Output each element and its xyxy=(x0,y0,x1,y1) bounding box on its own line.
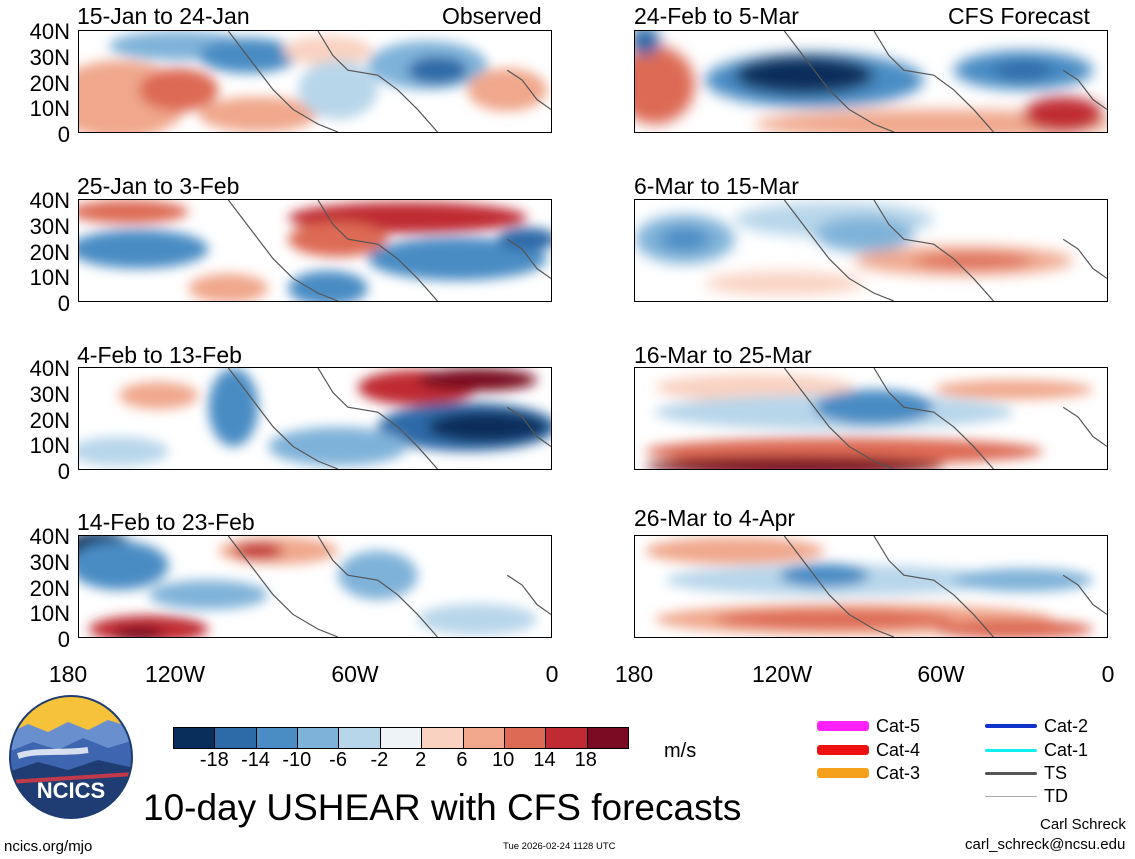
legend-label-cat-5: Cat-5 xyxy=(876,716,921,736)
colorbar-tick-label: -10 xyxy=(282,749,312,771)
y-axis-label: 10N xyxy=(29,265,70,291)
map-panel-1 xyxy=(78,30,552,133)
main-title: 10-day USHEAR with CFS forecasts xyxy=(143,787,742,828)
map-panel-7 xyxy=(78,535,552,638)
colorbar-tick-label: 10 xyxy=(492,749,515,771)
colorbar-swatch xyxy=(503,728,546,748)
y-axis-label: 0 xyxy=(57,627,70,652)
x-axis-label-120w-left: 120W xyxy=(144,661,206,687)
panel-3-title: 25-Jan to 3-Feb xyxy=(77,173,240,199)
legend-label-cat-4: Cat-4 xyxy=(876,740,921,760)
y-axis-label: 20N xyxy=(29,575,70,601)
panel-8-title: 26-Mar to 4-Apr xyxy=(634,505,796,531)
colorbar-swatch xyxy=(421,728,463,748)
logo-text: NCICS xyxy=(37,778,105,803)
footer-author: Carl Schreck xyxy=(1040,816,1126,833)
footer-url[interactable]: ncics.org/mjo xyxy=(4,838,93,855)
colorbar-swatch xyxy=(545,728,587,748)
y-axis-label: 10N xyxy=(29,433,70,459)
colorbar-tick-label: 14 xyxy=(533,749,556,771)
colorbar-swatch xyxy=(214,728,256,748)
legend-label-cat-1: Cat-1 xyxy=(1044,740,1089,760)
map-panel-4 xyxy=(634,199,1108,302)
panel-2-title: 24-Feb to 5-Mar xyxy=(634,3,799,29)
colorbar-tick-label: 18 xyxy=(574,749,597,771)
x-axis-label-60w-right: 60W xyxy=(917,661,965,687)
x-axis-label-180-right: 180 xyxy=(614,661,654,687)
y-axis-label: 30N xyxy=(29,213,70,239)
panel-1-corner-label: Observed xyxy=(442,3,542,29)
y-axis-label: 30N xyxy=(29,381,70,407)
y-axis-label: 30N xyxy=(29,549,70,575)
y-axis-label: 10N xyxy=(29,96,70,122)
map-panel-3 xyxy=(78,199,552,302)
colorbar-swatch xyxy=(379,728,422,748)
legend-line-cat-1 xyxy=(985,748,1037,752)
y-axis-label: 40N xyxy=(29,356,70,381)
map-panel-6 xyxy=(634,367,1108,470)
colorbar-swatch xyxy=(586,728,628,748)
y-axis-label: 20N xyxy=(29,407,70,433)
legend-line-cat-4 xyxy=(817,745,869,755)
y-axis-label: 40N xyxy=(29,188,70,213)
ncics-logo: NCICS xyxy=(8,694,134,820)
colorbar-tick-label: -18 xyxy=(199,749,229,771)
colorbar-tick-label: -14 xyxy=(241,749,270,771)
colorbar-swatch xyxy=(174,728,215,748)
x-axis-label-60w-left: 60W xyxy=(331,661,379,687)
legend-line-ts xyxy=(985,771,1037,775)
y-axis-label: 20N xyxy=(29,239,70,265)
colorbar-tick-label: -6 xyxy=(329,749,347,771)
colorbar-swatch xyxy=(255,728,298,748)
y-axis-label: 40N xyxy=(29,19,70,44)
y-axis-label: 20N xyxy=(29,70,70,96)
y-axis-label: 0 xyxy=(57,122,70,147)
x-axis-label-120w-right: 120W xyxy=(751,661,813,687)
legend-label-cat-2: Cat-2 xyxy=(1044,716,1089,736)
colorbar-tick-label: -2 xyxy=(370,749,389,771)
legend-label-ts: TS xyxy=(1044,763,1068,783)
panel-2-corner-label: CFS Forecast xyxy=(948,3,1090,29)
legend-line-td xyxy=(985,795,1037,797)
panel-5-title: 4-Feb to 13-Feb xyxy=(77,342,242,368)
y-axis-label: 40N xyxy=(29,524,70,549)
map-panel-2 xyxy=(634,30,1108,133)
x-axis-label-0-left: 0 xyxy=(545,661,559,687)
legend-line-cat-5 xyxy=(817,721,869,731)
panel-7-title: 14-Feb to 23-Feb xyxy=(77,509,255,535)
y-axis-label: 30N xyxy=(29,44,70,70)
legend-line-cat-3 xyxy=(817,768,869,778)
colorbar xyxy=(173,727,629,749)
footer-email[interactable]: carl_schreck@ncsu.edu xyxy=(965,836,1126,853)
map-panel-8 xyxy=(634,535,1108,638)
colorbar-tick-label: 6 xyxy=(456,749,468,771)
y-axis-label: 0 xyxy=(57,291,70,316)
colorbar-swatch xyxy=(338,728,380,748)
x-axis-label-0-right: 0 xyxy=(1101,661,1115,687)
colorbar-swatch xyxy=(462,728,504,748)
panel-1-title: 15-Jan to 24-Jan xyxy=(77,3,250,29)
colorbar-units: m/s xyxy=(664,740,697,762)
panel-6-title: 16-Mar to 25-Mar xyxy=(634,342,812,368)
footer-timestamp: Tue 2026-02-24 1128 UTC xyxy=(503,841,616,852)
y-axis-label: 0 xyxy=(57,459,70,484)
x-axis-label-180-left: 180 xyxy=(48,661,88,687)
legend-line-cat-2 xyxy=(985,724,1037,728)
legend-label-cat-3: Cat-3 xyxy=(876,763,921,783)
colorbar-tick-label: 2 xyxy=(415,749,427,771)
y-axis-label: 10N xyxy=(29,601,70,627)
map-panel-5 xyxy=(78,367,552,470)
legend-label-td: TD xyxy=(1044,786,1068,806)
panel-4-title: 6-Mar to 15-Mar xyxy=(634,173,799,199)
colorbar-swatch xyxy=(297,728,339,748)
